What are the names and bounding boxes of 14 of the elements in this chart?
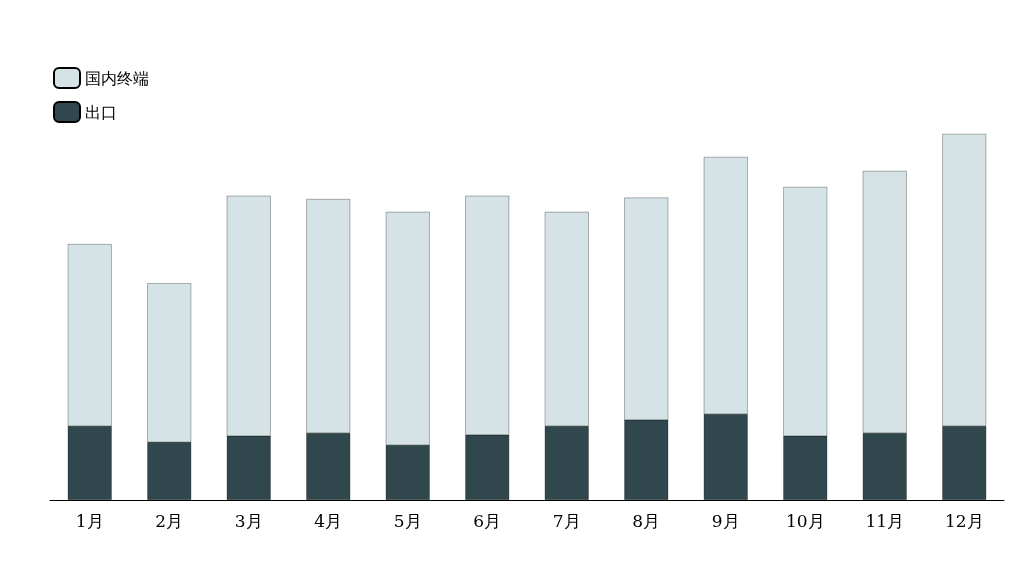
- x-tick-label: 12月: [944, 510, 984, 531]
- x-tick-label: 10月: [785, 510, 825, 531]
- x-tick-label: 3月: [234, 510, 263, 531]
- x-tick-label: 7月: [552, 510, 581, 531]
- x-tick-label: 11月: [865, 510, 905, 531]
- legend-label: 国内终端: [85, 68, 149, 88]
- x-tick-label: 2月: [155, 510, 184, 531]
- x-tick-label: 8月: [632, 510, 661, 531]
- legend-label: 出口: [85, 102, 117, 122]
- x-tick-label: 9月: [711, 510, 740, 531]
- x-tick-label: 5月: [393, 510, 422, 531]
- x-tick-label: 4月: [314, 510, 343, 531]
- x-tick-label: 1月: [75, 510, 104, 531]
- x-tick-label: 6月: [473, 510, 502, 531]
